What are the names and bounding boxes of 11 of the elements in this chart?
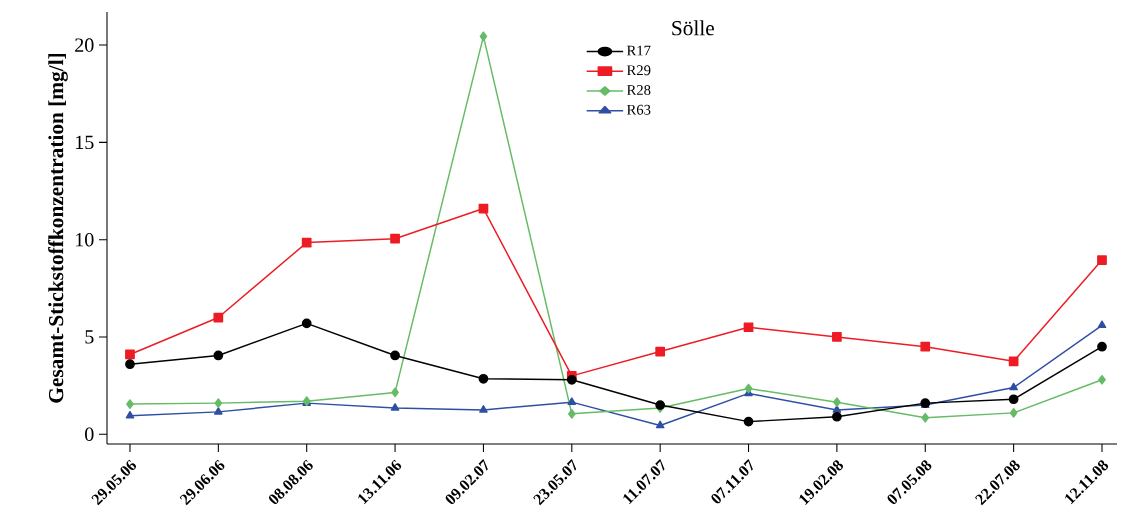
y-axis-title: Gesamt-Stickstoffkonzentration [mg/l] (48, 53, 68, 403)
legend-label: R29 (626, 65, 651, 76)
y-tick-label: 20 (75, 38, 94, 52)
y-tick-label: 0 (85, 427, 94, 442)
legend-title: Sölle (672, 20, 714, 36)
y-tick-label: 15 (76, 135, 94, 150)
y-tick-label: 10 (76, 232, 94, 247)
legend-label: R63 (626, 104, 651, 115)
legend-label: R17 (626, 45, 651, 56)
legend-label: R28 (626, 85, 651, 95)
y-tick-label: 5 (85, 330, 94, 344)
